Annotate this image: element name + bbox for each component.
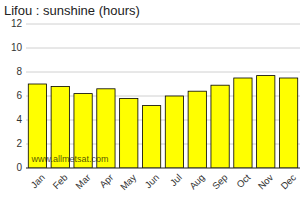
x-axis-line (26, 168, 300, 169)
x-tick-label: May (118, 172, 139, 193)
x-tick-label: Nov (256, 172, 276, 192)
x-tick-label: Dec (278, 172, 298, 192)
grid-line (26, 48, 300, 49)
bars (28, 76, 297, 168)
y-tick-label: 0 (16, 162, 22, 173)
chart-container: 0 2 4 6 8 10 12 JanFebMar AprMayJun JulAugSepOctN… (0, 0, 306, 200)
bar (188, 91, 206, 168)
x-tick-label: Feb (50, 172, 69, 191)
grid-line (26, 24, 300, 25)
x-tick-label: Aug (187, 172, 207, 192)
y-tick-label: 10 (11, 42, 23, 53)
grid-line (26, 168, 300, 169)
y-tick-label: 8 (16, 66, 22, 77)
bar (279, 78, 297, 168)
watermark: www.allmetsat.com (30, 154, 108, 164)
chart-svg: 0 2 4 6 8 10 12 JanFebMar AprMayJun JulAugSepOctN… (0, 0, 306, 200)
y-axis: 0 2 4 6 8 10 12 (11, 18, 23, 173)
y-tick-label: 2 (16, 138, 22, 149)
y-tick-label: 12 (11, 18, 23, 29)
x-tick-label: Sep (210, 172, 230, 192)
background (0, 0, 306, 200)
x-tick-label: Mar (73, 172, 92, 191)
bar (120, 98, 138, 168)
x-tick-label: Oct (234, 171, 252, 189)
y-tick-label: 6 (16, 90, 22, 101)
bar (234, 78, 252, 168)
title: Lifou : sunshine (hours) (4, 3, 140, 18)
x-axis: JanFebMar AprMayJun JulAugSepOctNovDec (28, 171, 298, 192)
bar (211, 85, 229, 168)
bar (257, 76, 275, 168)
page: {"chart_data": {"type": "bar", "title": … (0, 0, 306, 200)
bar (142, 106, 160, 168)
x-tick-label: Jun (142, 172, 161, 191)
x-tick-label: Jan (28, 172, 47, 191)
bar (165, 96, 183, 168)
x-tick-label: Jul (168, 172, 184, 188)
x-tick-label: Apr (97, 172, 115, 190)
grid (26, 24, 300, 168)
grid-line (26, 72, 300, 73)
y-tick-label: 4 (16, 114, 22, 125)
